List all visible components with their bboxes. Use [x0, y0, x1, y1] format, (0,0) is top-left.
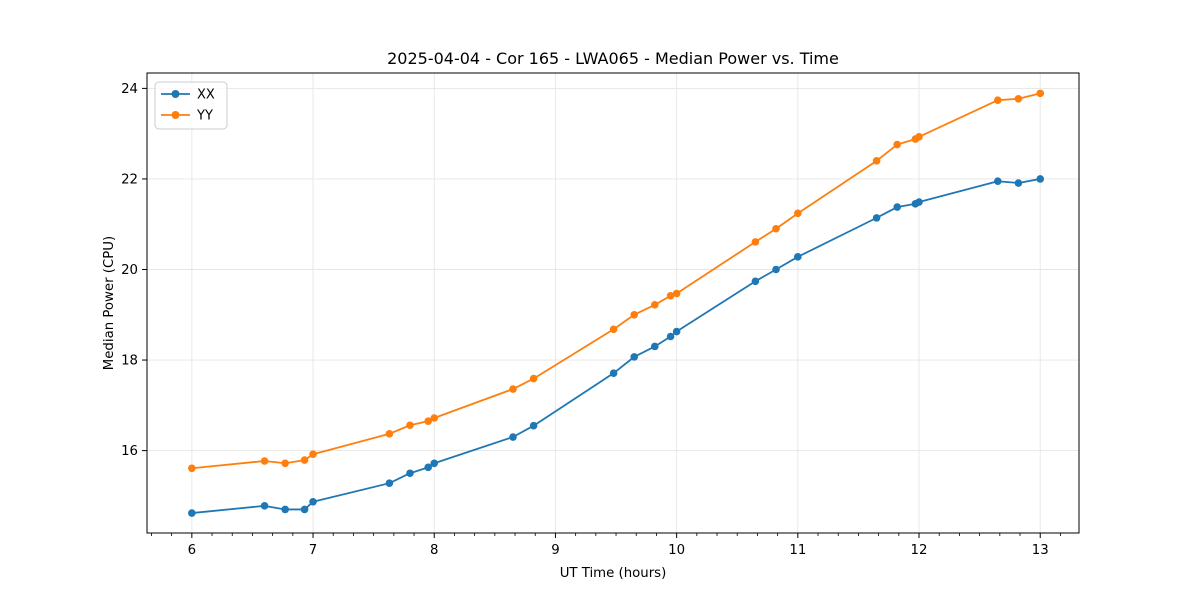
grid-lines — [147, 73, 1079, 533]
data-point-marker-yy — [609, 325, 618, 334]
x-axis-label: UT Time (hours) — [560, 566, 667, 581]
data-point-marker-yy — [751, 238, 760, 246]
data-point-marker-xx — [893, 203, 902, 211]
data-point-marker-xx — [188, 509, 196, 517]
x-tick-label: 7 — [309, 543, 317, 558]
data-point-marker-xx — [872, 214, 881, 222]
data-point-marker-xx — [751, 277, 760, 286]
legend-item-xx: XX — [161, 88, 215, 103]
y-tick-label: 22 — [121, 172, 138, 187]
data-point-marker-xx — [406, 469, 414, 478]
legend: XX YY — [154, 81, 228, 130]
data-point-marker-yy — [188, 464, 196, 473]
x-tick-label: 11 — [789, 543, 806, 558]
data-point-marker-yy — [406, 421, 414, 430]
legend-label-xx: XX — [197, 88, 215, 103]
x-tick-label: 9 — [551, 543, 559, 558]
x-tick-label: 6 — [188, 543, 196, 558]
y-tick-label: 24 — [121, 82, 138, 97]
x-tick-label: 8 — [430, 543, 438, 558]
data-point-marker-xx — [281, 505, 289, 514]
legend-marker-yy — [171, 111, 180, 119]
data-point-marker-yy — [309, 450, 317, 459]
data-point-marker-yy — [794, 209, 802, 218]
x-tick-label: 10 — [668, 543, 685, 558]
data-point-marker-xx — [385, 479, 394, 488]
data-point-marker-xx — [630, 353, 639, 361]
data-point-marker-yy — [430, 414, 439, 422]
data-point-marker-xx — [672, 327, 681, 336]
data-point-marker-xx — [915, 198, 923, 206]
data-point-marker-yy — [666, 291, 675, 300]
data-point-marker-xx — [772, 265, 780, 274]
data-series — [188, 89, 1045, 517]
axis-ticks: 6 7 8 9 10 11 12 13 16 18 20 22 24 — [121, 82, 1061, 558]
series-line-xx — [190, 178, 1042, 514]
data-point-marker-yy — [772, 224, 780, 233]
y-axis-label: Median Power (CPU) — [102, 236, 117, 370]
data-point-marker-xx — [309, 497, 317, 506]
data-point-marker-yy — [260, 457, 269, 465]
data-point-marker-xx — [666, 332, 675, 341]
data-point-marker-yy — [872, 157, 881, 165]
data-point-marker-yy — [893, 140, 902, 149]
data-point-marker-yy — [281, 459, 289, 468]
data-point-marker-xx — [794, 253, 802, 261]
data-point-marker-yy — [994, 96, 1002, 104]
legend-item-yy: YY — [161, 109, 213, 124]
data-point-marker-yy — [915, 133, 923, 141]
data-point-marker-xx — [609, 369, 618, 377]
data-point-marker-xx — [1014, 179, 1023, 187]
data-point-marker-xx — [994, 177, 1002, 186]
data-point-marker-yy — [424, 417, 432, 425]
legend-marker-xx — [171, 90, 180, 98]
data-point-marker-yy — [1014, 95, 1023, 103]
x-tick-label: 13 — [1032, 543, 1049, 558]
series-line-yy — [190, 92, 1042, 470]
data-point-marker-xx — [529, 421, 538, 430]
data-point-marker-yy — [672, 289, 681, 298]
data-point-marker-yy — [529, 374, 538, 383]
data-point-marker-yy — [651, 301, 659, 309]
data-point-marker-xx — [651, 342, 659, 351]
data-point-marker-xx — [509, 433, 517, 441]
y-tick-label: 16 — [121, 444, 138, 459]
data-point-marker-yy — [300, 456, 309, 464]
data-point-marker-xx — [260, 502, 269, 510]
plot-border — [146, 72, 1080, 534]
data-point-marker-yy — [1036, 89, 1045, 98]
legend-label-yy: YY — [196, 109, 213, 124]
data-point-marker-xx — [300, 505, 309, 514]
data-point-marker-xx — [424, 463, 432, 472]
y-tick-label: 20 — [121, 263, 138, 278]
data-point-marker-yy — [385, 430, 394, 438]
legend-box — [154, 81, 228, 130]
x-tick-label: 12 — [911, 543, 928, 558]
y-tick-label: 18 — [121, 354, 138, 369]
data-point-marker-xx — [430, 459, 439, 468]
data-point-marker-yy — [509, 385, 517, 393]
data-point-marker-xx — [1036, 175, 1045, 183]
chart-title: 2025-04-04 - Cor 165 - LWA065 - Median P… — [387, 49, 839, 68]
data-point-marker-yy — [630, 310, 639, 319]
